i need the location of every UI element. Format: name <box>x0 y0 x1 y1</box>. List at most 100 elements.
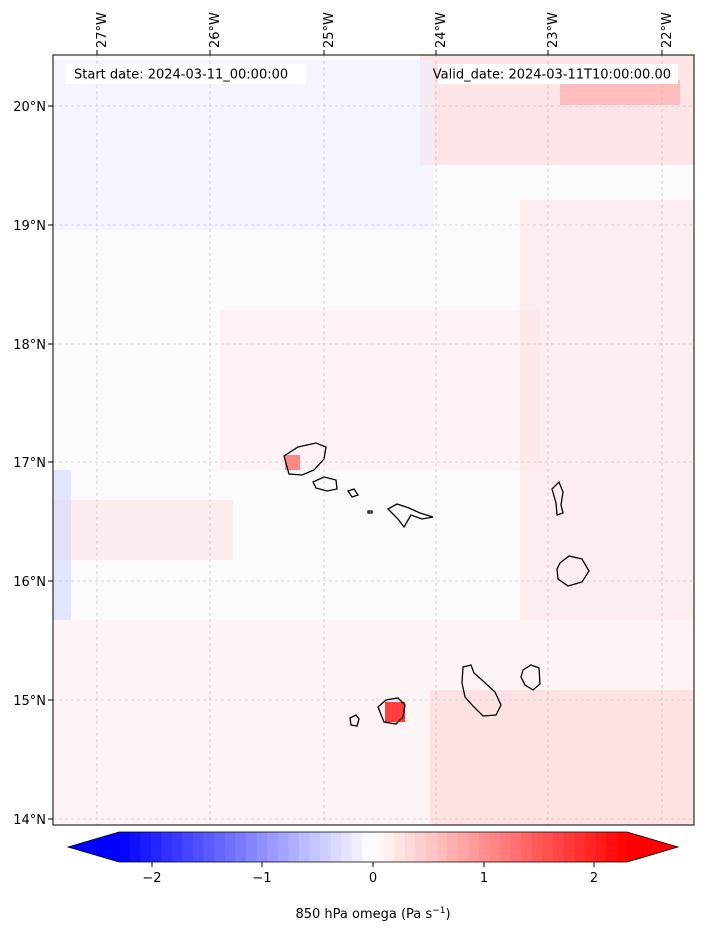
colorbar-cell <box>404 832 416 862</box>
colorbar-cell <box>616 832 628 862</box>
lon-tick-label: 24°W <box>434 12 449 48</box>
island-santo-antao <box>283 442 327 476</box>
colorbar-cell <box>224 832 236 862</box>
colorbar-cell <box>140 832 152 862</box>
start-date-box <box>66 64 306 84</box>
colorbar-label: 850 hPa omega (Pa s−1) <box>295 906 450 922</box>
valid-date-box <box>438 64 678 84</box>
island-branco <box>367 510 373 514</box>
gridlines <box>53 55 694 825</box>
colorbar-cell <box>320 832 332 862</box>
colorbar-cell <box>171 832 183 862</box>
island-santiago <box>461 664 502 717</box>
colorbar: −2 −1 0 1 2 850 hPa omega (Pa s−1) <box>66 831 680 922</box>
colorbar-cell <box>203 832 215 862</box>
field-ne-max <box>560 80 680 105</box>
field-central-positive <box>220 310 540 470</box>
colorbar-cell <box>235 832 247 862</box>
island-boa-vista <box>556 555 590 587</box>
field-west-negative-band <box>53 470 71 620</box>
island-sal <box>551 480 564 516</box>
island-maio <box>520 664 541 691</box>
cbar-tick-label: 0 <box>369 871 377 886</box>
lat-tick-label: 18°N <box>13 338 46 353</box>
colorbar-cell <box>605 832 617 862</box>
colorbar-cell <box>373 832 384 862</box>
colorbar-extend-min <box>68 832 119 862</box>
field-santo-antao-max <box>285 455 300 470</box>
colorbar-cell <box>341 832 353 862</box>
colorbar-cell <box>277 832 289 862</box>
cbar-tick-label: −2 <box>142 871 161 886</box>
lon-tick-label: 23°W <box>546 12 561 48</box>
colorbar-cell <box>182 832 194 862</box>
colorbar-cell <box>447 832 459 862</box>
colorbar-cell <box>521 832 533 862</box>
field-nw-noise <box>53 60 433 230</box>
colorbar-cell <box>478 832 490 862</box>
colorbar-cell <box>129 832 141 862</box>
lat-tick-label: 17°N <box>13 456 46 471</box>
start-date-label: Start date: 2024-03-11_00:00:00 <box>74 68 288 83</box>
lon-tick-label: 27°W <box>95 12 110 48</box>
colorbar-cell <box>563 832 575 862</box>
colorbar-cell <box>394 832 406 862</box>
latitude-axis: 20°N 19°N 18°N 17°N 16°N 15°N 14°N <box>13 100 53 828</box>
colorbar-cell <box>246 832 257 862</box>
colorbar-cell <box>510 832 522 862</box>
colorbar-cell <box>574 832 586 862</box>
cbar-tick-label: −1 <box>252 871 271 886</box>
lat-tick-label: 14°N <box>13 813 46 828</box>
colorbar-cell <box>330 832 342 862</box>
coastlines <box>283 442 590 727</box>
island-santa-luzia <box>346 488 360 498</box>
colorbar-extend-max <box>627 832 678 862</box>
colorbar-cell <box>351 832 363 862</box>
colorbar-cell <box>214 832 226 862</box>
colorbar-cells <box>119 832 628 862</box>
colorbar-cell <box>150 832 162 862</box>
colorbar-cell <box>531 832 543 862</box>
colorbar-cell <box>383 832 395 862</box>
colorbar-cell <box>552 832 564 862</box>
colorbar-cell <box>436 832 448 862</box>
field-sw-positive-band <box>53 500 233 560</box>
colorbar-cell <box>500 832 511 862</box>
cbar-tick-label: 1 <box>480 871 488 886</box>
lat-tick-label: 20°N <box>13 100 46 115</box>
colorbar-cell <box>309 832 321 862</box>
lon-tick-label: 25°W <box>322 12 337 48</box>
map-frame <box>52 54 695 826</box>
lat-tick-label: 19°N <box>13 219 46 234</box>
colorbar-cell <box>161 832 173 862</box>
colorbar-cell <box>256 832 268 862</box>
island-sao-nicolau <box>386 503 434 529</box>
colorbar-cell <box>193 832 205 862</box>
colorbar-cell <box>362 832 374 862</box>
colorbar-cell <box>288 832 300 862</box>
field-east-positive-band <box>520 200 694 620</box>
field-se-positive-band <box>430 690 694 825</box>
lat-tick-label: 15°N <box>13 694 46 709</box>
colorbar-outline <box>66 831 680 863</box>
cbar-tick-label: 2 <box>590 871 598 886</box>
colorbar-cell <box>298 832 310 862</box>
field-brava-max <box>385 702 405 722</box>
colorbar-cell <box>267 832 279 862</box>
island-sao-vicente <box>312 476 338 492</box>
colorbar-cell <box>468 832 480 862</box>
colorbar-cell <box>415 832 427 862</box>
longitude-axis: 27°W 26°W 25°W 24°W 23°W 22°W <box>95 12 675 55</box>
colorbar-cell <box>542 832 554 862</box>
island-fogo <box>377 697 406 725</box>
colorbar-label-superscript: −1 <box>432 906 445 916</box>
colorbar-cell <box>457 832 469 862</box>
lon-tick-label: 26°W <box>208 12 223 48</box>
colorbar-cell <box>595 832 607 862</box>
colorbar-label-suffix: ) <box>445 907 450 922</box>
colorbar-cell <box>489 832 501 862</box>
colorbar-cell <box>584 832 596 862</box>
lat-tick-label: 16°N <box>13 575 46 590</box>
lon-tick-label: 22°W <box>660 12 675 48</box>
